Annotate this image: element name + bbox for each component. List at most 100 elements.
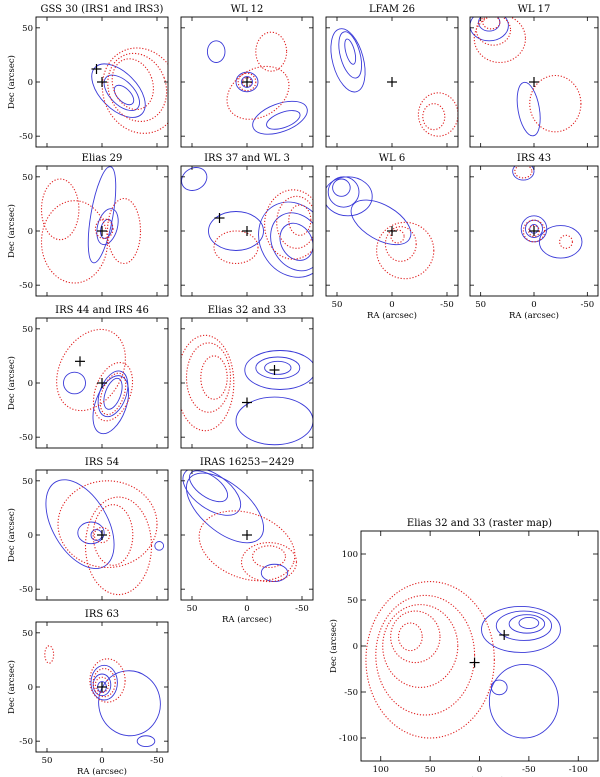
contour-group	[181, 334, 313, 446]
contour-blue	[206, 40, 226, 63]
x-tick-label: -50	[440, 300, 454, 310]
contour-blue	[350, 199, 412, 246]
contour-red	[44, 645, 55, 664]
source-marker	[387, 77, 397, 87]
x-tick-label: 50	[187, 604, 198, 614]
source-marker	[97, 682, 107, 692]
contour-blue	[244, 350, 313, 390]
contour-blue	[255, 356, 301, 380]
contour-group	[40, 166, 142, 284]
contour-blue	[260, 563, 289, 583]
x-axis-label: RA (arcsec)	[509, 310, 559, 321]
contour-blue	[208, 211, 264, 251]
panel-irs63: IRS 63 50 0 -50 RA (arcsec) 50 0 -50 Dec (arcsec…	[6, 609, 169, 777]
x-tick-label: -50	[580, 300, 594, 310]
contour-red	[111, 58, 154, 111]
source-marker	[97, 378, 107, 388]
contour-group	[470, 17, 582, 137]
contour-red	[92, 668, 116, 698]
contour-red	[99, 372, 127, 416]
y-tick-label: 0	[28, 683, 33, 693]
x-tick-label: 0	[477, 765, 482, 775]
contour-red	[384, 226, 417, 262]
contour-blue	[63, 371, 86, 395]
source-marker	[91, 64, 102, 74]
y-tick-label: 50	[22, 477, 33, 487]
y-tick-label: 0	[28, 227, 33, 237]
x-tick-label: -50	[522, 765, 536, 775]
contour-red	[40, 200, 109, 284]
contour-group	[91, 47, 168, 134]
y-tick-label: -100	[339, 734, 358, 744]
panel-lfam26: LFAM 26	[325, 4, 459, 148]
x-tick-label: 0	[99, 756, 104, 766]
contour-red	[240, 542, 298, 583]
y-tick-label: 50	[22, 325, 33, 335]
panel-title: IRS 54	[85, 457, 119, 468]
contour-group	[365, 581, 561, 739]
source-marker	[97, 77, 107, 87]
panel-title: IRS 43	[517, 153, 551, 164]
contour-red	[93, 526, 111, 544]
contour-red	[40, 178, 80, 241]
contour-red	[213, 230, 259, 265]
panel-title: LFAM 26	[369, 4, 415, 15]
x-axis-label: RA (arcsec)	[367, 310, 417, 321]
y-axis-label: Dec (arcsec)	[328, 619, 339, 673]
x-axis-label: RA (arcsec)	[77, 766, 127, 777]
panel-title: WL 6	[379, 153, 405, 164]
y-axis-label: Dec (arcsec)	[6, 660, 17, 714]
contour-blue	[258, 201, 313, 278]
source-marker	[469, 657, 480, 668]
y-axis-label: Dec (arcsec)	[6, 204, 17, 258]
contour-red	[226, 65, 290, 120]
x-tick-label: 50	[425, 765, 436, 775]
contour-group	[330, 28, 458, 137]
contour-blue	[241, 76, 253, 88]
contour-group	[56, 328, 134, 435]
source-marker	[97, 530, 107, 540]
contour-group	[206, 31, 308, 135]
contour-blue	[478, 17, 501, 32]
y-tick-label: -50	[19, 737, 33, 747]
source-marker	[242, 226, 252, 236]
contour-red	[376, 221, 435, 280]
contour-blue	[103, 377, 123, 410]
contour-red	[475, 17, 512, 46]
contour-red	[522, 219, 546, 243]
contour-blue	[154, 541, 165, 551]
y-tick-label: 0	[353, 642, 358, 652]
contour-red	[251, 545, 287, 569]
contour-red	[559, 234, 573, 249]
contour-red	[390, 229, 405, 244]
contour-blue	[332, 178, 351, 197]
y-tick-label: 0	[28, 379, 33, 389]
contour-red	[101, 47, 168, 134]
y-tick-label: -50	[19, 132, 33, 142]
y-axis-label: Dec (arcsec)	[6, 356, 17, 410]
contour-blue	[512, 166, 535, 181]
source-marker	[214, 213, 225, 223]
y-tick-label: 50	[22, 629, 33, 639]
panel-title: IRS 37 and WL 3	[204, 153, 290, 164]
x-tick-label: 100	[373, 765, 389, 775]
x-tick-label: 0	[244, 604, 249, 614]
contour-blue	[470, 17, 509, 42]
contour-red	[185, 342, 232, 413]
source-marker	[499, 629, 510, 640]
panel-elias32: Elias 32 and 33	[180, 305, 314, 449]
contour-red	[94, 676, 110, 693]
contour-blue	[188, 470, 229, 503]
contour-blue	[508, 614, 546, 634]
panel-wl12: WL 12	[180, 4, 314, 148]
y-tick-label: 50	[347, 596, 358, 606]
panel-title: GSS 30 (IRS1 and IRS3)	[41, 4, 164, 15]
contour-red	[107, 52, 168, 122]
contour-blue	[490, 679, 508, 696]
contour-blue	[516, 81, 541, 137]
contour-red	[255, 31, 288, 72]
y-tick-label: -50	[19, 281, 33, 291]
x-axis-label: RA (arcsec)	[455, 775, 505, 777]
panel-title: Elias 32 and 33 (raster map)	[407, 518, 552, 529]
